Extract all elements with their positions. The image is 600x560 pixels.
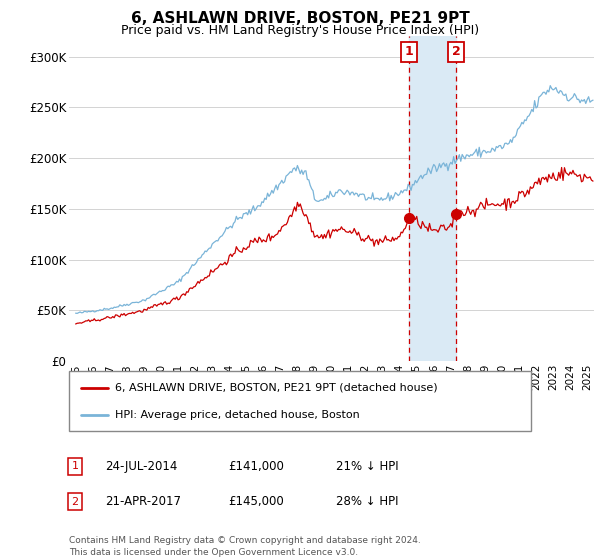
Text: 21-APR-2017: 21-APR-2017: [105, 495, 181, 508]
Text: 1: 1: [71, 461, 79, 472]
Text: 2: 2: [452, 45, 460, 58]
Text: 6, ASHLAWN DRIVE, BOSTON, PE21 9PT (detached house): 6, ASHLAWN DRIVE, BOSTON, PE21 9PT (deta…: [115, 382, 438, 393]
Text: Contains HM Land Registry data © Crown copyright and database right 2024.
This d: Contains HM Land Registry data © Crown c…: [69, 536, 421, 557]
Text: 2: 2: [71, 497, 79, 507]
Text: 21% ↓ HPI: 21% ↓ HPI: [336, 460, 398, 473]
Text: £141,000: £141,000: [228, 460, 284, 473]
Text: 24-JUL-2014: 24-JUL-2014: [105, 460, 178, 473]
Text: £145,000: £145,000: [228, 495, 284, 508]
Text: HPI: Average price, detached house, Boston: HPI: Average price, detached house, Bost…: [115, 410, 360, 421]
Text: 6, ASHLAWN DRIVE, BOSTON, PE21 9PT: 6, ASHLAWN DRIVE, BOSTON, PE21 9PT: [131, 11, 469, 26]
Text: Price paid vs. HM Land Registry's House Price Index (HPI): Price paid vs. HM Land Registry's House …: [121, 24, 479, 36]
Bar: [409, 36, 456, 361]
Text: 1: 1: [405, 45, 413, 58]
Text: 28% ↓ HPI: 28% ↓ HPI: [336, 495, 398, 508]
